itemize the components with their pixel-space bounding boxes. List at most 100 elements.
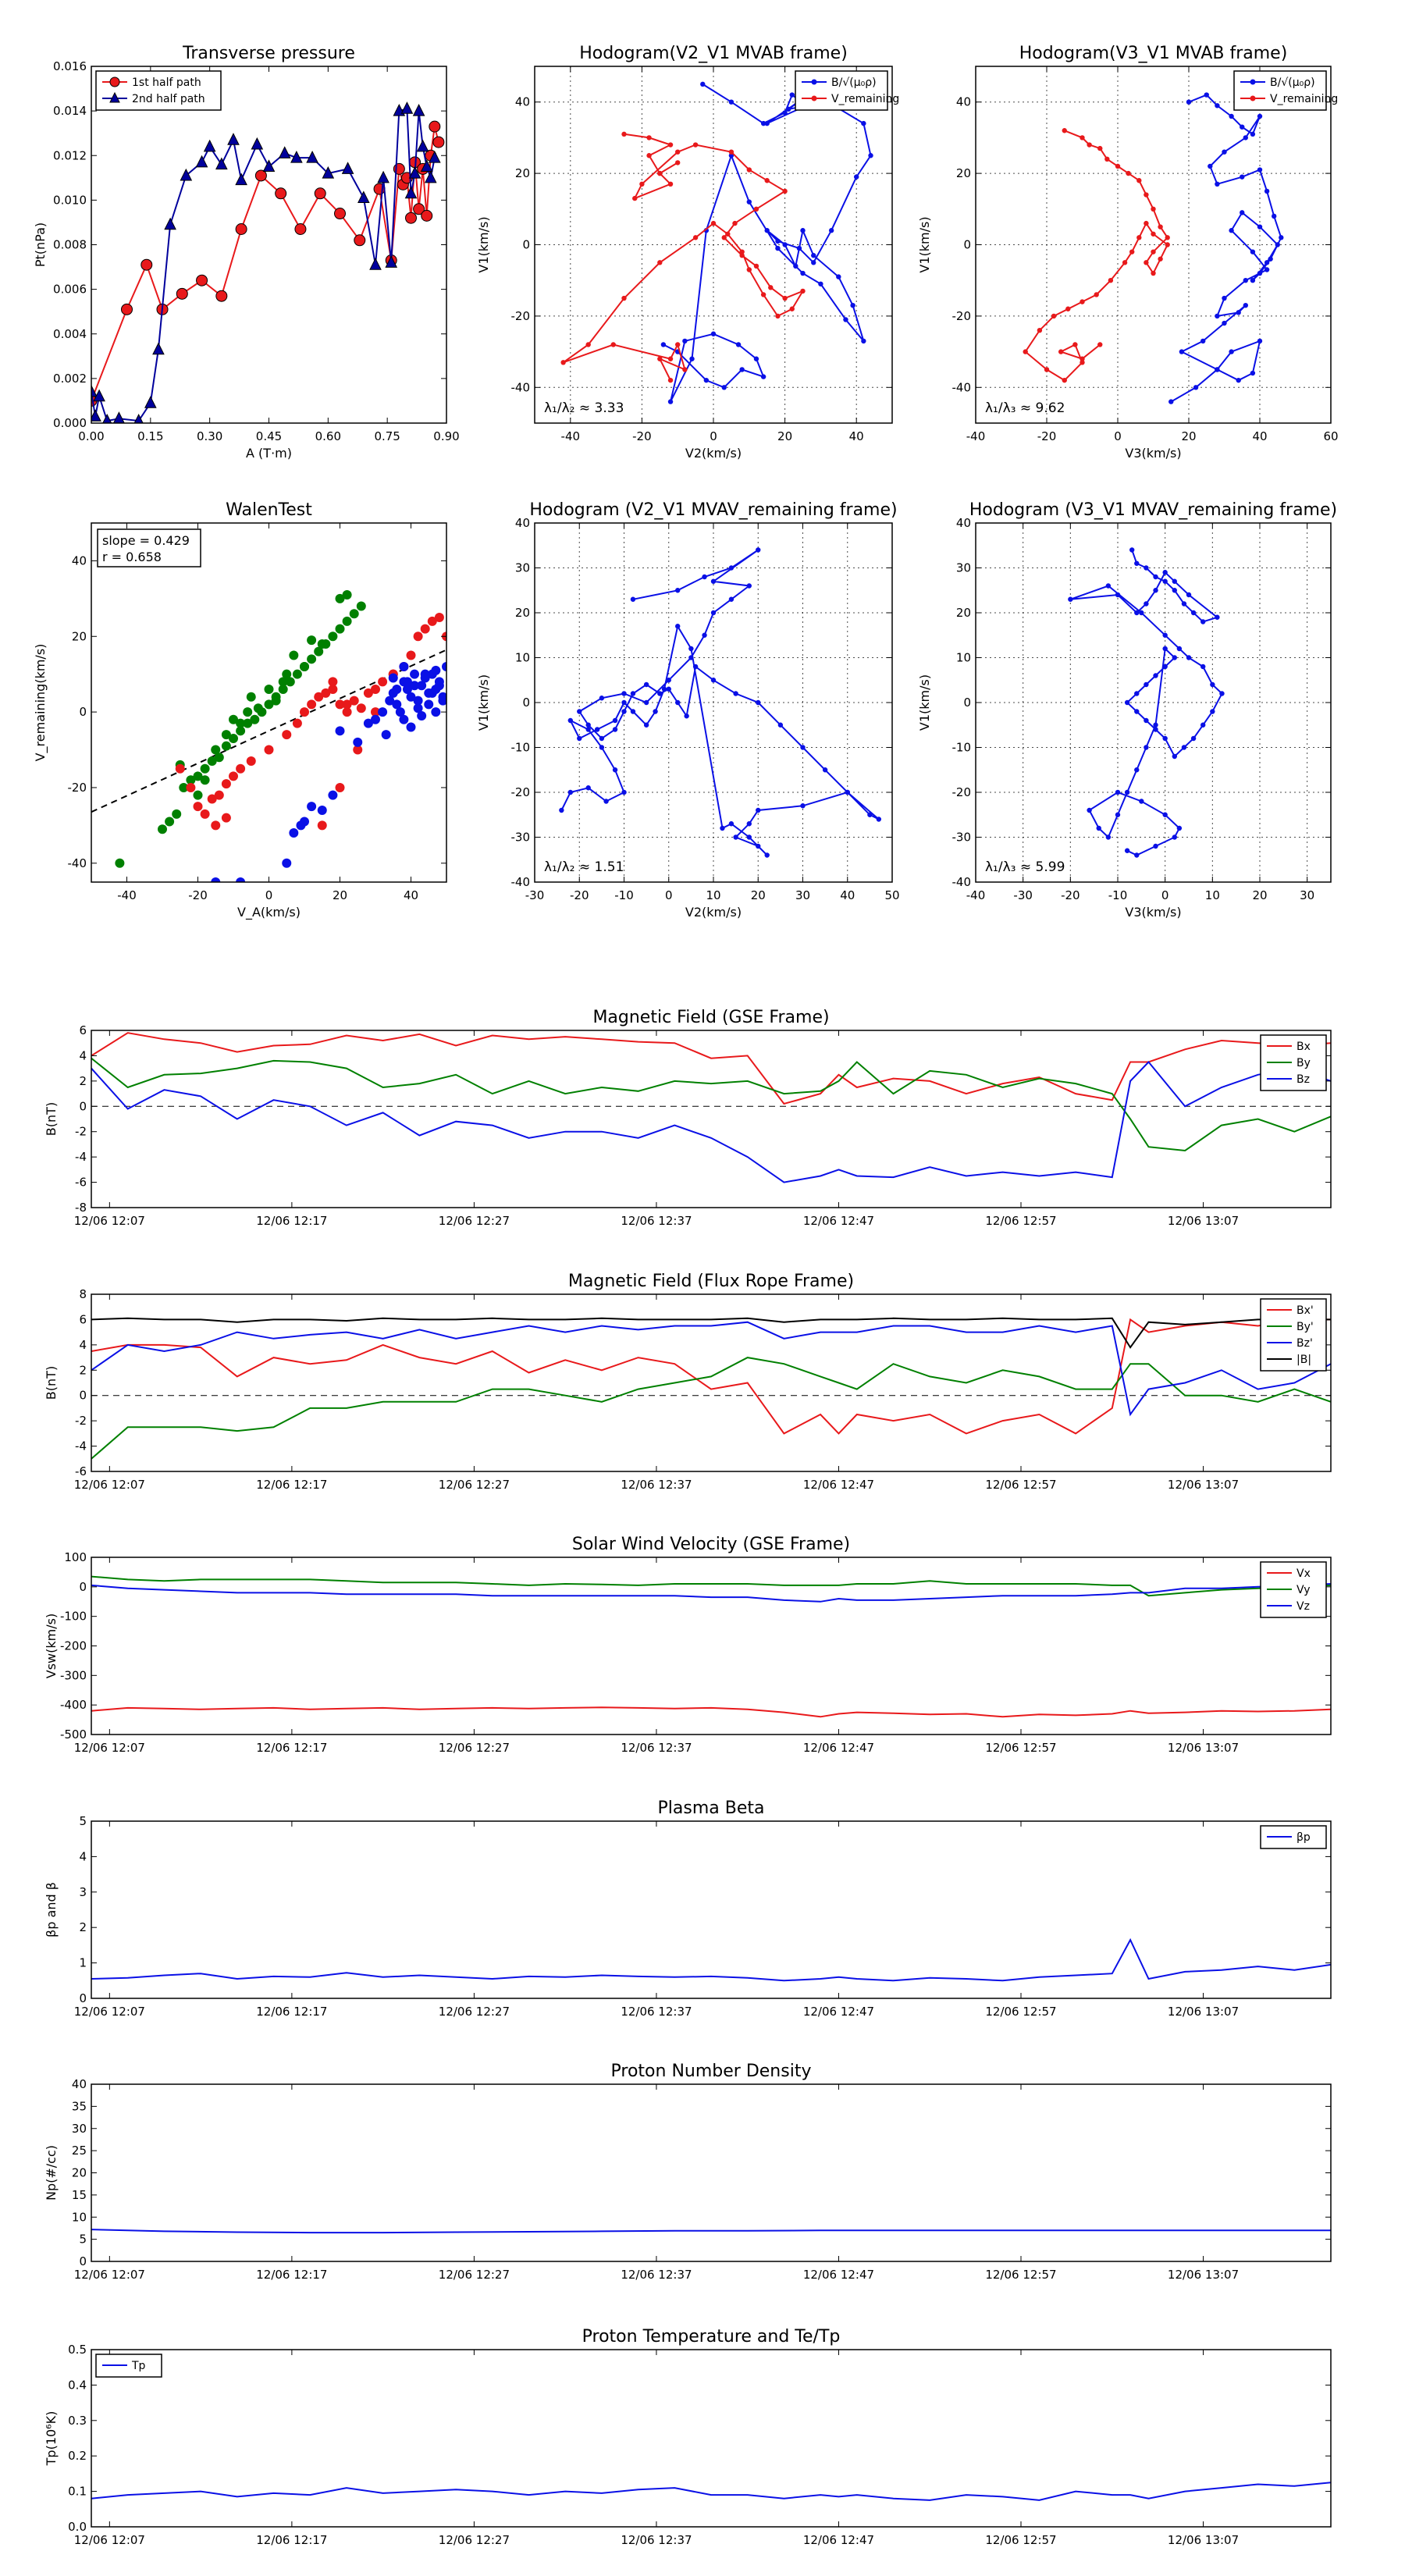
data-point [235,173,247,186]
data-point [666,678,671,683]
data-point [227,133,240,145]
data-point [1229,349,1234,354]
data-point [342,616,352,626]
y-tick-label: -4 [75,1150,87,1164]
x-tick-label: 12/06 12:27 [439,1741,510,1755]
y-tick-label: 30 [956,561,971,575]
legend-marker [811,95,817,101]
x-tick-label: 12/06 12:37 [621,2268,692,2282]
data-point [1072,342,1078,347]
data-point [195,155,208,168]
y-tick-label: 20 [72,2166,87,2180]
x-tick-label: 12/06 12:17 [256,2005,327,2019]
y-tick-label: -40 [952,875,972,889]
x-tick-label: 10 [706,888,720,902]
data-point [1068,596,1073,602]
y-tick-label: 0 [79,1389,87,1403]
data-point [1080,360,1085,365]
x-tick-label: -20 [632,429,652,443]
series-points [1068,547,1225,858]
data-point [1105,583,1112,589]
data-point [756,843,761,849]
data-point [306,150,318,163]
legend-label: Bx [1297,1041,1311,1053]
data-point [1037,327,1043,333]
data-point [643,722,649,728]
data-point [1153,673,1158,678]
data-point [1172,588,1178,593]
data-point [1243,278,1249,283]
data-point [1129,547,1135,553]
data-point [621,699,627,706]
series-Bx' [91,1318,1331,1435]
data-point [294,223,307,236]
data-point [1275,242,1280,247]
data-point [1208,163,1213,169]
data-point [621,295,627,301]
data-point [1257,338,1263,344]
data-point [385,255,398,268]
y-tick-label: 0 [963,696,971,710]
data-point [431,707,441,717]
data-point [314,187,326,200]
y-tick-label: 0.004 [53,327,87,341]
eigenvalue-ratio-label: λ₁/λ₂ ≈ 3.33 [544,400,624,416]
data-point [782,188,788,194]
data-point [1181,745,1187,750]
data-point [1062,377,1067,383]
y-axis-label: V_remaining(km/s) [33,644,48,762]
x-axis-label: V2(km/s) [685,446,742,461]
data-point [828,228,834,233]
y-axis-label: V1(km/s) [476,674,491,731]
data-point [392,699,402,710]
data-point [1162,646,1168,652]
data-point [211,745,221,755]
data-point [800,745,806,750]
data-point [243,707,253,717]
data-point [275,187,287,200]
data-point [789,306,795,311]
data-point [1186,592,1192,598]
series-By [91,1057,1331,1152]
x-tick-label: 12/06 12:47 [803,1214,874,1228]
data-point [1105,834,1112,840]
chart-title: Transverse pressure [182,44,355,63]
data-point [406,722,416,732]
panel-density: 12/06 12:07 12/06 12:17 12/06 12:27 12/06 1… [44,2062,1332,2282]
data-point [211,877,221,882]
series-Bz' [91,1321,1331,1417]
legend-label: Vx [1297,1567,1311,1580]
x-tick-label: 12/06 12:47 [803,2533,874,2547]
data-point [1279,235,1284,240]
data-point [371,685,380,695]
data-point [1250,131,1256,137]
data-point [214,790,224,800]
data-point [1172,834,1178,840]
data-point [739,367,745,372]
data-point [710,331,717,336]
data-point [599,745,605,750]
data-point [764,852,770,858]
data-point [371,714,380,724]
data-point [746,834,752,840]
x-tick-label: 12/06 12:27 [439,2268,510,2282]
data-point [356,703,366,713]
data-point [753,263,759,269]
legend-label: Bx' [1297,1304,1314,1317]
y-tick-label: 0 [79,705,87,719]
data-point [610,342,616,347]
data-point [203,139,216,152]
data-point [1136,178,1142,183]
y-tick-label: 2 [79,1074,87,1088]
data-point [1151,231,1156,237]
data-point [421,209,433,222]
data-point [753,356,759,361]
chart-title: Plasma Beta [658,1799,765,1818]
data-point [675,342,681,347]
data-point [646,153,652,158]
data-point [1264,267,1270,272]
data-point [1151,249,1156,254]
data-point [585,722,591,728]
data-point [567,717,573,724]
data-point [289,828,299,838]
